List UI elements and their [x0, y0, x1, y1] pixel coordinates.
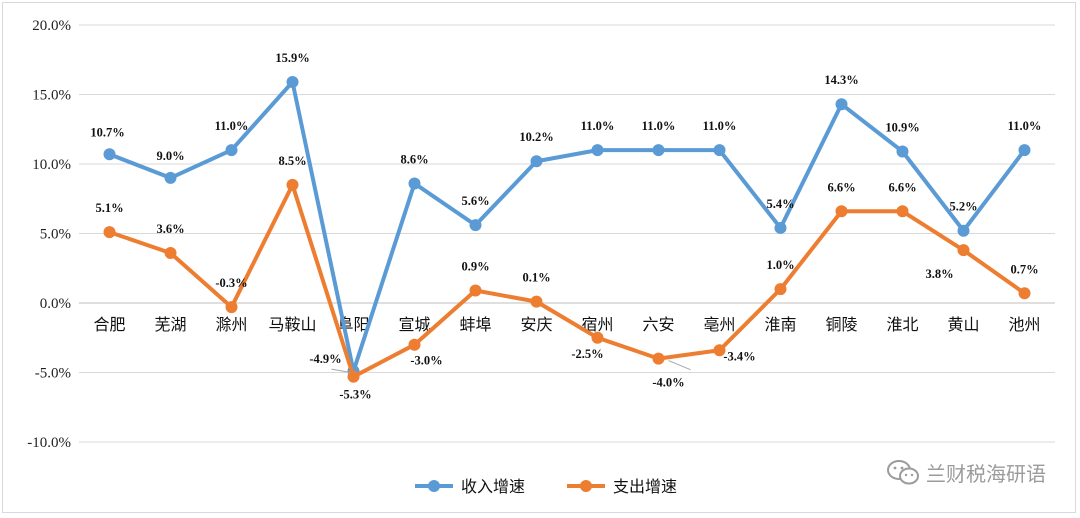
- data-label: 5.1%: [95, 201, 123, 215]
- data-point: [652, 352, 665, 365]
- data-label: 10.2%: [519, 130, 553, 144]
- data-point: [896, 145, 909, 158]
- data-label: -4.0%: [652, 376, 684, 390]
- data-label: 11.0%: [581, 119, 615, 133]
- series-line: [108, 182, 1026, 379]
- legend-marker: [580, 480, 592, 492]
- x-tick-label: 蚌埠: [459, 315, 491, 334]
- leader-line: [331, 368, 351, 373]
- data-point: [469, 284, 482, 297]
- data-point: [164, 246, 177, 259]
- data-label: 8.5%: [278, 154, 306, 168]
- data-point: [835, 205, 848, 218]
- series-line: [108, 79, 1027, 374]
- data-point: [1018, 287, 1031, 300]
- data-point: [469, 219, 482, 232]
- data-point: [408, 177, 421, 190]
- x-tick-label: 滁州: [215, 315, 247, 334]
- x-tick-label: 淮北: [886, 315, 918, 334]
- data-point: [957, 224, 970, 237]
- x-tick-label: 六安: [642, 315, 674, 334]
- data-point: [713, 144, 726, 157]
- data-label: -5.3%: [339, 388, 371, 402]
- data-point: [713, 344, 726, 357]
- y-tick-label: 10.0%: [32, 157, 71, 173]
- data-label: 3.6%: [156, 222, 184, 236]
- x-tick-label: 宣城: [398, 315, 430, 334]
- data-label: 6.6%: [888, 180, 916, 194]
- x-tick-label: 宿州: [581, 315, 613, 334]
- y-tick-label: 0.0%: [40, 296, 71, 312]
- data-point: [225, 144, 238, 157]
- data-point: [225, 301, 238, 314]
- data-point: [774, 283, 787, 296]
- legend-label: 支出增速: [613, 477, 677, 496]
- data-label: 5.2%: [949, 200, 977, 214]
- data-label: 11.0%: [1008, 119, 1042, 133]
- x-tick-label: 池州: [1008, 315, 1040, 334]
- leader-line: [668, 360, 691, 371]
- data-label: -4.9%: [309, 352, 341, 366]
- data-point: [286, 178, 299, 191]
- data-point: [652, 144, 665, 157]
- data-label: 0.1%: [522, 271, 550, 285]
- y-tick-label: 5.0%: [40, 227, 71, 243]
- data-label: 10.7%: [90, 125, 124, 139]
- x-tick-label: 马鞍山: [268, 315, 316, 334]
- data-label: -0.3%: [215, 276, 247, 290]
- data-label: 15.9%: [275, 51, 309, 65]
- x-tick-label: 芜湖: [154, 315, 186, 334]
- x-tick-label: 铜陵: [825, 315, 857, 334]
- data-point: [103, 226, 116, 239]
- legend-marker: [428, 480, 440, 492]
- y-tick-label: -5.0%: [35, 366, 71, 382]
- data-point: [286, 75, 299, 88]
- data-label: -2.5%: [571, 347, 603, 361]
- data-label: -3.0%: [410, 354, 442, 368]
- wechat-icon: [887, 459, 919, 484]
- data-point: [530, 155, 543, 168]
- data-point: [164, 171, 177, 184]
- data-point: [347, 370, 360, 383]
- x-tick-label: 安庆: [520, 315, 552, 334]
- watermark: 兰财税海研语: [886, 458, 1046, 487]
- data-label: 0.7%: [1010, 262, 1038, 276]
- data-point: [957, 244, 970, 257]
- data-label: 6.6%: [827, 180, 855, 194]
- data-point: [591, 331, 604, 344]
- data-label: 1.0%: [766, 258, 794, 272]
- data-label: 0.9%: [461, 259, 489, 273]
- data-label: 11.0%: [215, 119, 249, 133]
- data-label: 8.6%: [400, 152, 428, 166]
- data-point: [530, 295, 543, 308]
- data-label: 3.8%: [925, 267, 953, 281]
- data-label: -3.4%: [723, 349, 755, 363]
- data-point: [896, 205, 909, 218]
- data-label: 10.9%: [885, 120, 919, 134]
- line-chart: -10.0% -5.0% 0.0% 5.0% 10.0% 15.0% 20.0% 合肥 芜湖 滁州…: [27, 18, 1055, 496]
- x-tick-label: 亳州: [703, 315, 735, 334]
- data-point: [1018, 144, 1031, 157]
- data-label: 11.0%: [642, 119, 676, 133]
- data-label: 14.3%: [824, 73, 858, 87]
- data-label: 9.0%: [156, 149, 184, 163]
- data-point: [774, 221, 787, 234]
- watermark-text: 兰财税海研语: [926, 462, 1046, 486]
- y-tick-label: 15.0%: [32, 88, 71, 104]
- x-tick-label: 淮南: [764, 315, 796, 334]
- data-point: [835, 98, 848, 111]
- data-point: [408, 338, 421, 351]
- legend-label: 收入增速: [461, 477, 525, 496]
- data-label: 5.6%: [461, 194, 489, 208]
- y-tick-label: 20.0%: [32, 18, 71, 34]
- data-point: [103, 148, 116, 161]
- data-label: 11.0%: [703, 119, 737, 133]
- x-tick-label: 合肥: [93, 315, 125, 334]
- y-tick-label: -10.0%: [27, 435, 71, 451]
- data-point: [591, 144, 604, 157]
- data-label: 5.4%: [766, 197, 794, 211]
- x-tick-label: 黄山: [947, 315, 979, 334]
